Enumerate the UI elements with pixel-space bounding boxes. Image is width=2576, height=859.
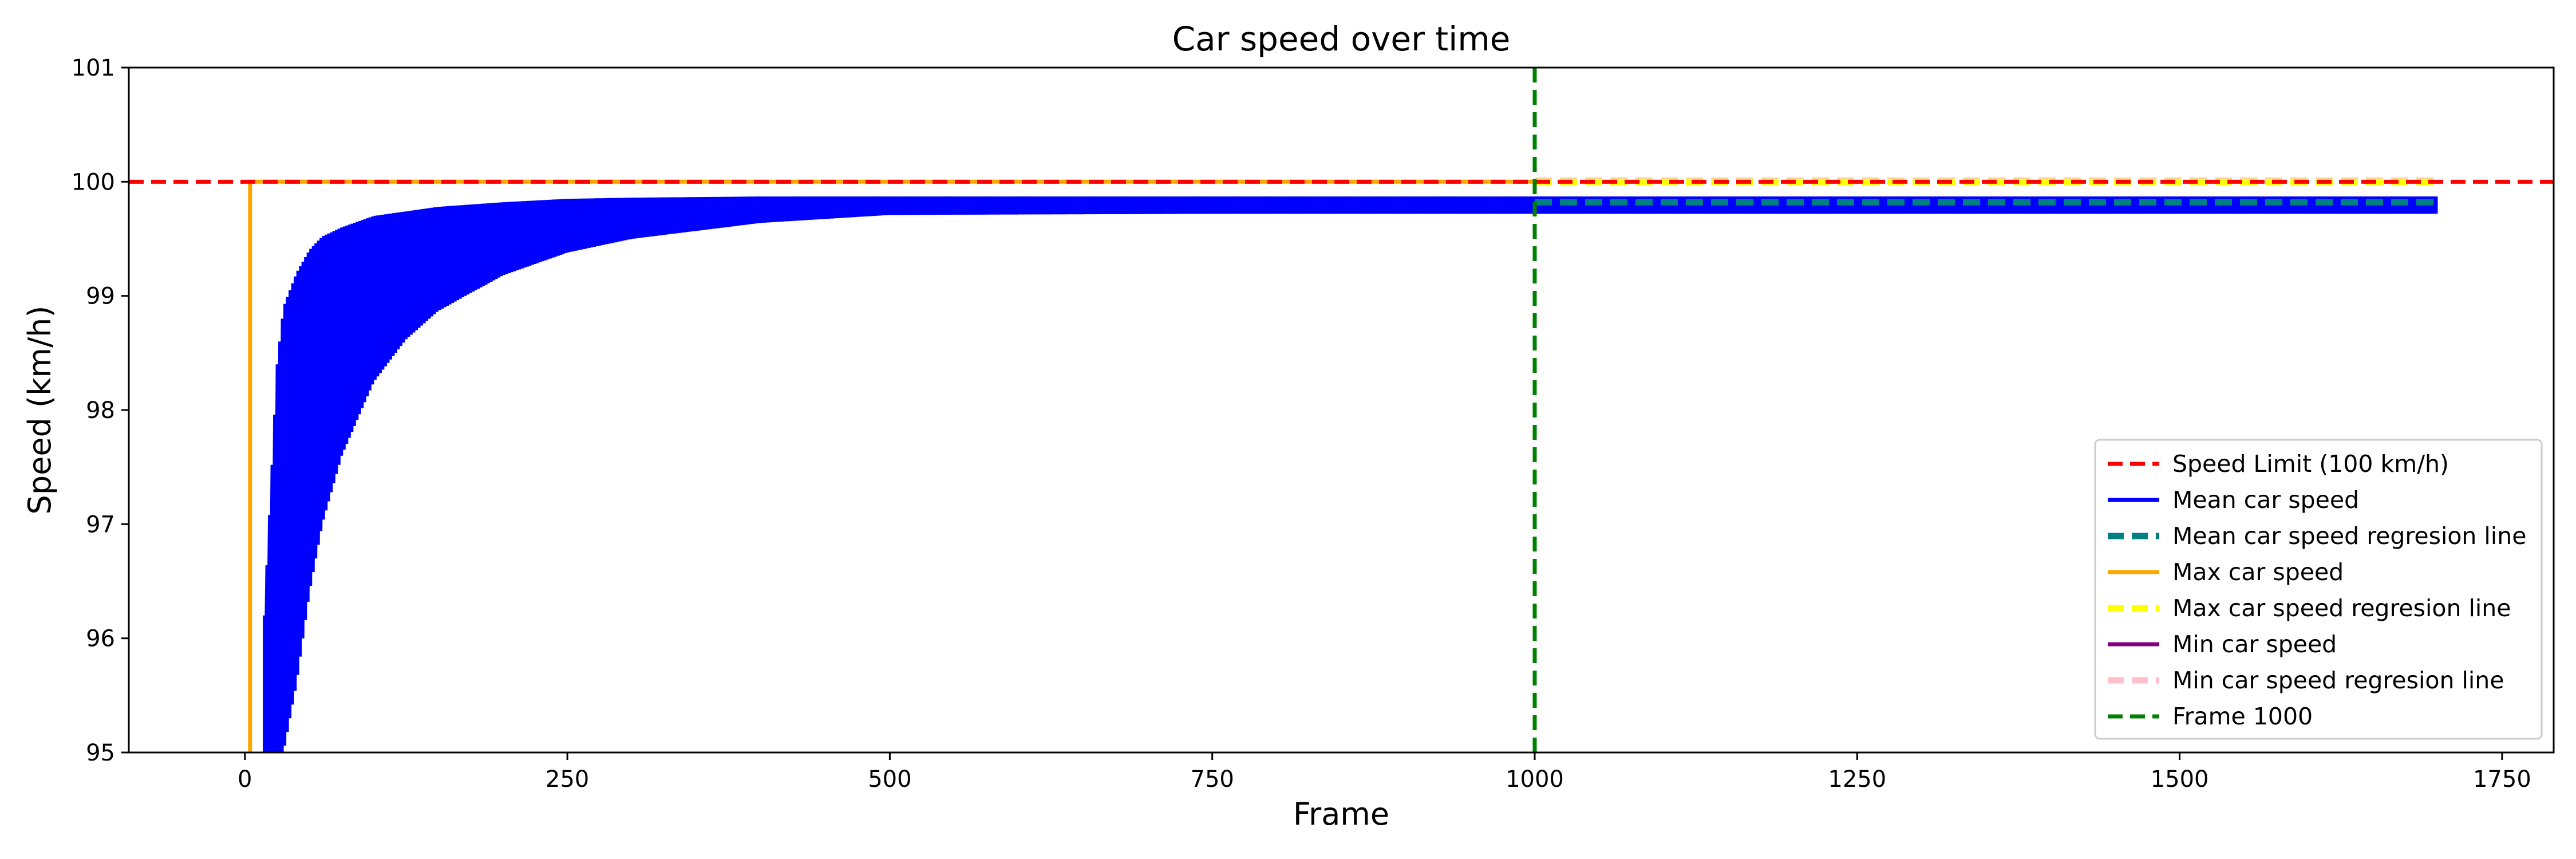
legend: Speed Limit (100 km/h) Mean car speed Mean… <box>2094 439 2543 740</box>
legend-label-min-car-speed: Min car speed <box>2172 631 2337 658</box>
y-tick-label: 100 <box>72 169 115 195</box>
y-tick-label: 96 <box>86 626 115 652</box>
x-tick-label: 1250 <box>1828 766 1886 793</box>
x-tick-label: 1500 <box>2151 766 2209 793</box>
y-axis-label: Speed (km/h) <box>22 306 58 515</box>
x-axis-label: Frame <box>1293 796 1389 832</box>
y-tick-label: 95 <box>86 740 115 766</box>
y-tick-label: 98 <box>86 397 115 424</box>
y-tick-label: 97 <box>86 511 115 538</box>
x-tick-label: 500 <box>868 766 911 793</box>
legend-label-max-car-speed: Max car speed <box>2172 558 2344 586</box>
x-tick-label: 750 <box>1191 766 1234 793</box>
x-tick-label: 250 <box>546 766 589 793</box>
axis-ticks: 0 250 500 750 1000 1250 1500 1750 95 96 97 98 99 100 1… <box>72 55 2531 793</box>
x-tick-label: 1000 <box>1506 766 1564 793</box>
chart-title: Car speed over time <box>1172 19 1511 58</box>
plot-area <box>129 68 2554 752</box>
legend-label-max-car-speed-regresion-line: Max car speed regresion line <box>2172 594 2511 622</box>
legend-label-min-car-speed-regresion-line: Min car speed regresion line <box>2172 667 2504 694</box>
legend-label-speed-limit-100-km-h: Speed Limit (100 km/h) <box>2172 450 2449 478</box>
x-tick-label: 1750 <box>2473 766 2531 793</box>
y-tick-label: 101 <box>72 55 115 81</box>
x-tick-label: 0 <box>238 766 252 793</box>
legend-label-mean-car-speed: Mean car speed <box>2172 486 2359 514</box>
legend-label-frame-1000: Frame 1000 <box>2172 703 2313 730</box>
y-tick-label: 99 <box>86 283 115 310</box>
legend-box <box>2094 439 2543 740</box>
legend-label-mean-car-speed-regresion-line: Mean car speed regresion line <box>2172 522 2526 550</box>
